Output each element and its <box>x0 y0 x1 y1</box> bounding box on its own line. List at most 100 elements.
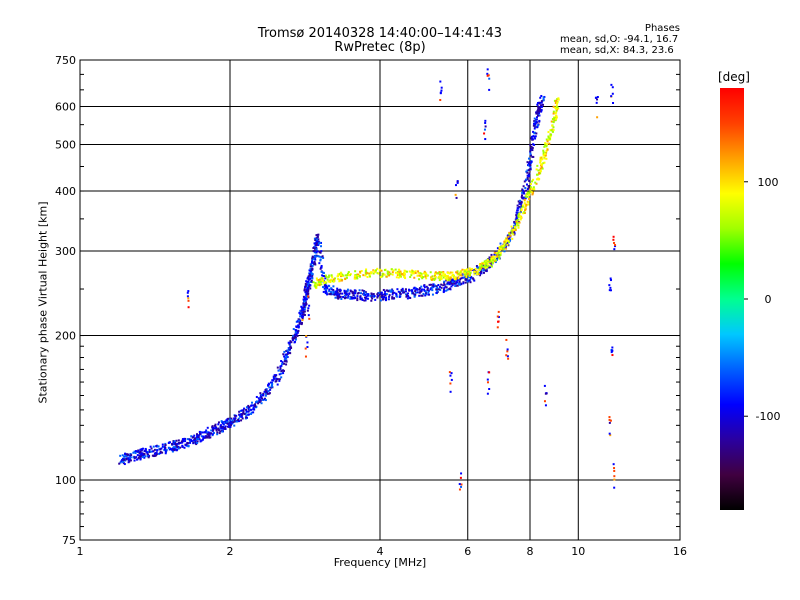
x-trace-point <box>528 197 531 200</box>
o-trace-point <box>310 260 313 263</box>
x-trace-point <box>316 279 319 282</box>
o-trace-point <box>482 269 485 272</box>
x-trace-point <box>377 272 380 275</box>
x-trace-point <box>543 161 546 164</box>
o-trace-point <box>443 283 446 286</box>
o-trace-point <box>334 290 337 293</box>
o-trace-point <box>172 446 175 449</box>
o-trace-point <box>259 398 262 401</box>
o-trace-point <box>307 282 310 285</box>
x-trace-point <box>520 208 523 211</box>
o-trace-point <box>212 427 215 430</box>
o-trace-point <box>384 290 387 293</box>
o-trace-point <box>460 277 463 280</box>
o-trace-point <box>456 284 459 287</box>
o-trace-point <box>294 338 297 341</box>
o-trace-point <box>459 282 462 285</box>
scatter-echo-point <box>307 314 310 317</box>
x-trace-point <box>314 282 317 285</box>
o-trace-point <box>442 288 445 291</box>
o-trace-point <box>298 321 301 324</box>
o-trace-point <box>172 442 175 445</box>
x-trace-point <box>370 272 373 275</box>
x-trace-point <box>336 275 339 278</box>
x-trace-point <box>442 271 445 274</box>
x-trace-point <box>502 248 505 251</box>
o-trace-point <box>175 439 178 442</box>
o-trace-point <box>436 286 439 289</box>
x-trace-point <box>398 272 401 275</box>
o-trace-point <box>372 293 375 296</box>
x-trace-point <box>551 130 554 133</box>
o-trace-point <box>411 290 414 293</box>
o-trace-point <box>534 135 537 138</box>
x-trace-point <box>372 269 375 272</box>
o-trace-point <box>247 407 250 410</box>
o-trace-point <box>352 294 355 297</box>
o-trace-point <box>193 437 196 440</box>
x-trace-point <box>516 224 519 227</box>
x-trace-point <box>541 166 544 169</box>
o-trace-point <box>123 463 126 466</box>
x-trace-point <box>364 274 367 277</box>
scatter-echo-point <box>488 77 491 80</box>
o-trace-point <box>143 452 146 455</box>
o-trace-point <box>125 457 128 460</box>
o-trace-point <box>181 441 184 444</box>
o-trace-point <box>250 404 253 407</box>
x-trace-point <box>339 275 342 278</box>
x-trace-point <box>380 269 383 272</box>
x-tick-label: 1 <box>77 545 84 558</box>
o-trace-point <box>240 414 243 417</box>
x-trace-point <box>341 275 344 278</box>
o-trace-point <box>336 288 339 291</box>
o-trace-point <box>196 437 199 440</box>
o-trace-point <box>299 319 302 322</box>
o-trace-point <box>171 449 174 452</box>
o-trace-point <box>532 122 535 125</box>
x-trace-point <box>315 277 318 280</box>
x-trace-point <box>429 271 432 274</box>
o-trace-point <box>459 278 462 281</box>
o-trace-point <box>328 293 331 296</box>
x-trace-point <box>408 270 411 273</box>
x-trace-point <box>486 261 489 264</box>
x-trace-point <box>512 233 515 236</box>
o-trace-point <box>188 439 191 442</box>
x-trace-point <box>502 244 505 247</box>
o-trace-point <box>393 297 396 300</box>
o-trace-point <box>179 446 182 449</box>
o-trace-point <box>164 447 167 450</box>
x-trace-point <box>434 273 437 276</box>
o-trace-point <box>334 296 337 299</box>
scatter-echo-point <box>440 86 443 89</box>
scatter-echo-point <box>543 384 546 387</box>
x-trace-point <box>466 271 469 274</box>
o-trace-point <box>512 231 515 234</box>
o-trace-point <box>391 296 394 299</box>
o-trace-point <box>526 161 529 164</box>
o-trace-point <box>499 242 502 245</box>
o-trace-point <box>529 167 532 170</box>
o-trace-point <box>469 276 472 279</box>
x-trace-point <box>438 275 441 278</box>
o-trace-point <box>531 146 534 149</box>
scatter-echo-point <box>596 95 599 98</box>
o-trace-point <box>282 372 285 375</box>
o-trace-point <box>479 270 482 273</box>
x-trace-point <box>364 269 367 272</box>
x-trace-point <box>386 270 389 273</box>
x-trace-point <box>504 241 507 244</box>
x-trace-point <box>394 268 397 271</box>
o-trace-point <box>214 423 217 426</box>
y-axis-label: Stationary phase Virtual Height [km] <box>36 201 50 404</box>
o-trace-point <box>335 291 338 294</box>
o-trace-point <box>212 429 215 432</box>
x-trace-point <box>543 145 546 148</box>
o-trace-point <box>276 383 279 386</box>
o-trace-point <box>170 448 173 451</box>
o-trace-point <box>290 341 293 344</box>
o-trace-point <box>159 450 162 453</box>
scatter-echo-point <box>308 304 311 307</box>
x-trace-point <box>496 253 499 256</box>
